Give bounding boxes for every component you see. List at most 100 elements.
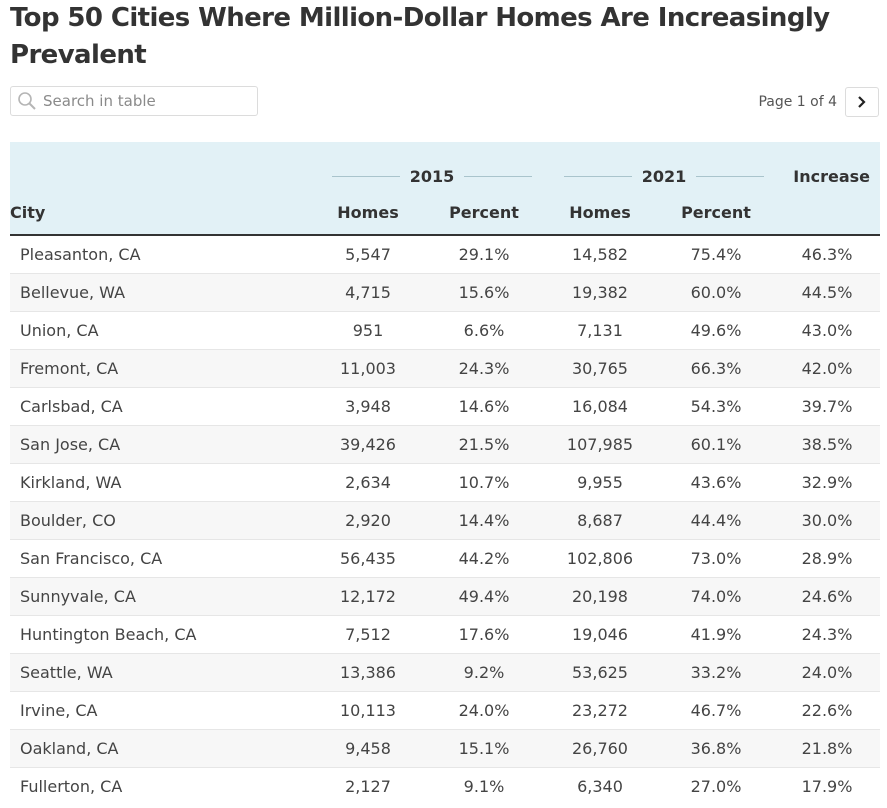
table-row: Seattle, WA 13,386 9.2% 53,625 33.2% 24.0% (10, 653, 880, 692)
cell-increase: 21.8% (774, 729, 880, 768)
cell-percent-2021: 43.6% (658, 463, 774, 502)
table-row: Fremont, CA 11,003 24.3% 30,765 66.3% 42.0% (10, 349, 880, 388)
cell-homes-2021: 8,687 (542, 501, 658, 540)
cell-homes-2015: 39,426 (310, 425, 426, 464)
cell-homes-2021: 23,272 (542, 691, 658, 730)
column-header-percent-2021[interactable]: Percent (658, 190, 774, 236)
cell-city: San Francisco, CA (10, 539, 310, 578)
cell-percent-2015: 29.1% (426, 235, 542, 274)
cell-increase: 28.9% (774, 539, 880, 578)
search-box[interactable] (10, 86, 258, 116)
cell-homes-2021: 107,985 (542, 425, 658, 464)
column-header-increase[interactable]: Increase (774, 142, 880, 190)
column-header-homes-2015[interactable]: Homes (310, 190, 426, 236)
cell-homes-2021: 16,084 (542, 387, 658, 426)
cell-increase: 46.3% (774, 235, 880, 274)
next-page-button[interactable] (845, 87, 879, 117)
cell-homes-2021: 14,582 (542, 235, 658, 274)
cell-percent-2015: 17.6% (426, 615, 542, 654)
cell-increase: 17.9% (801, 777, 853, 796)
cell-city: Pleasanton, CA (10, 235, 310, 274)
cell-percent-2015: 10.7% (426, 463, 542, 502)
cell-percent-2021: 54.3% (658, 387, 774, 426)
cell-homes-2015: 3,948 (310, 387, 426, 426)
page-indicator: Page 1 of 4 (758, 94, 837, 110)
cell-homes-2015: 2,634 (310, 463, 426, 502)
cell-percent-2015: 21.5% (426, 425, 542, 464)
cell-homes-2015: 10,113 (310, 691, 426, 730)
table-row: Irvine, CA 10,113 24.0% 23,272 46.7% 22.6% (10, 691, 880, 730)
cell-homes-2015: 4,715 (310, 273, 426, 312)
page-title: Top 50 Cities Where Million-Dollar Homes… (10, 3, 830, 70)
cell-homes-2015: 9,458 (310, 729, 426, 768)
cell-increase: 24.0% (774, 653, 880, 692)
cell-homes-2021: 7,131 (542, 311, 658, 350)
cell-percent-2021: 27.0% (690, 777, 742, 796)
cell-percent-2015: 44.2% (426, 539, 542, 578)
cell-city: Fremont, CA (10, 349, 310, 388)
search-icon (18, 92, 36, 110)
group-header-empty (10, 142, 310, 190)
group-header-row: 2015 2021 Increase (10, 142, 880, 190)
cell-homes-2015: 951 (310, 311, 426, 350)
cell-increase: 42.0% (774, 349, 880, 388)
cell-percent-2021: 60.0% (658, 273, 774, 312)
cell-increase: 43.0% (774, 311, 880, 350)
cell-homes-2021: 20,198 (542, 577, 658, 616)
cell-increase: 32.9% (774, 463, 880, 502)
cell-percent-2021: 73.0% (658, 539, 774, 578)
column-header-increase-blank (774, 190, 880, 236)
cell-percent-2021: 41.9% (658, 615, 774, 654)
cell-percent-2015: 49.4% (426, 577, 542, 616)
chevron-right-icon (858, 96, 866, 108)
table-row: Kirkland, WA 2,634 10.7% 9,955 43.6% 32.9% (10, 463, 880, 502)
cell-increase: 38.5% (774, 425, 880, 464)
table-row: Union, CA 951 6.6% 7,131 49.6% 43.0% (10, 311, 880, 350)
column-header-percent-2015[interactable]: Percent (426, 190, 542, 236)
cell-city: San Jose, CA (10, 425, 310, 464)
cell-homes-2021: 30,765 (542, 349, 658, 388)
cell-homes-2015: 2,127 (345, 777, 391, 796)
cell-percent-2021: 66.3% (658, 349, 774, 388)
cell-increase: 39.7% (774, 387, 880, 426)
cell-percent-2021: 49.6% (658, 311, 774, 350)
cell-percent-2015: 15.6% (426, 273, 542, 312)
cell-percent-2015: 14.4% (426, 501, 542, 540)
cell-increase: 30.0% (774, 501, 880, 540)
cell-homes-2015: 13,386 (310, 653, 426, 692)
cell-percent-2015: 24.3% (426, 349, 542, 388)
cell-homes-2021: 26,760 (542, 729, 658, 768)
cell-percent-2015: 6.6% (426, 311, 542, 350)
cell-increase: 22.6% (774, 691, 880, 730)
table-row: Carlsbad, CA 3,948 14.6% 16,084 54.3% 39.7% (10, 387, 880, 426)
table-row: Fullerton, CA 2,127 9.1% 6,340 27.0% 17.9% (10, 768, 880, 806)
cell-homes-2021: 102,806 (542, 539, 658, 578)
group-header-2015: 2015 (310, 142, 542, 190)
table-row: San Francisco, CA 56,435 44.2% 102,806 73.0%… (10, 539, 880, 578)
cell-increase: 24.3% (774, 615, 880, 654)
cell-city: Boulder, CO (10, 501, 310, 540)
cell-city: Oakland, CA (10, 729, 310, 768)
cell-homes-2015: 56,435 (310, 539, 426, 578)
cell-city: Fullerton, CA (20, 777, 123, 796)
pagination: Page 1 of 4 (758, 86, 879, 118)
column-header-city[interactable]: City (10, 190, 310, 236)
cell-homes-2015: 7,512 (310, 615, 426, 654)
cell-homes-2021: 6,340 (577, 777, 623, 796)
cell-percent-2021: 74.0% (658, 577, 774, 616)
column-header-homes-2021[interactable]: Homes (542, 190, 658, 236)
search-input[interactable] (43, 92, 243, 110)
cell-percent-2015: 24.0% (426, 691, 542, 730)
table-row: Pleasanton, CA 5,547 29.1% 14,582 75.4% 46.3% (10, 235, 880, 274)
cell-city: Huntington Beach, CA (10, 615, 310, 654)
cell-city: Seattle, WA (10, 653, 310, 692)
cell-percent-2015: 9.1% (463, 777, 505, 796)
cell-percent-2015: 9.2% (426, 653, 542, 692)
cell-homes-2015: 12,172 (310, 577, 426, 616)
cell-homes-2015: 5,547 (310, 235, 426, 274)
cell-city: Irvine, CA (10, 691, 310, 730)
cell-increase: 24.6% (774, 577, 880, 616)
cell-homes-2015: 2,920 (310, 501, 426, 540)
cell-homes-2015: 11,003 (310, 349, 426, 388)
table-row: Sunnyvale, CA 12,172 49.4% 20,198 74.0% 24.6% (10, 577, 880, 616)
